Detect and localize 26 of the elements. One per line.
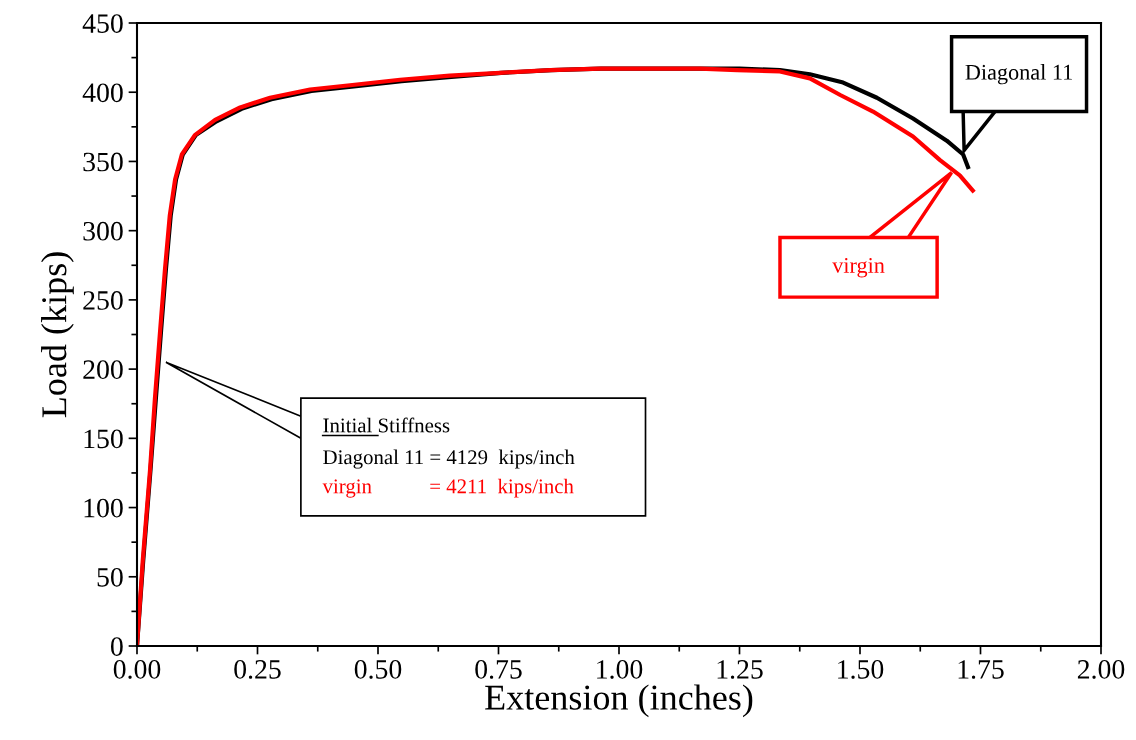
annotation: Initial Stiffness (323, 417, 450, 433)
y-tick-label: 150 (84, 429, 123, 449)
text: virgin (832, 257, 885, 278)
annotation: virgin = 4211 kips/inch (322, 478, 574, 498)
y-tick-label: 100 (84, 498, 123, 518)
x-tick-label: 0.75 (475, 660, 522, 679)
annotation: Diagonal 11 = 4129 kips/inch (323, 449, 575, 469)
x-axis-title: Extension (inches) (485, 684, 753, 718)
y-tick-label: 300 (83, 221, 123, 241)
x-tick-label: 1.00 (597, 660, 643, 679)
y-tick-label: 350 (83, 152, 123, 172)
x-tick-label: 1.75 (958, 660, 1004, 679)
text: Diagonal 11 (965, 64, 1072, 85)
x-tick-label: 2.00 (1077, 660, 1125, 679)
y-tick-label: 50 (97, 567, 123, 587)
y-tick-label: 450 (82, 14, 123, 33)
x-tick-label: 0.00 (113, 660, 161, 679)
x-tick-label: 0.25 (234, 660, 281, 679)
y-tick-label: 400 (82, 83, 123, 103)
x-tick-label: 1.25 (717, 660, 763, 679)
x-tick-label: 0.50 (354, 660, 402, 679)
y-tick-label: 200 (83, 360, 123, 380)
y-tick-label: 250 (83, 291, 123, 310)
y-tick-label: 0 (110, 637, 123, 656)
y-axis-title: Load (kips) (41, 252, 74, 418)
x-tick-label: 1.50 (838, 660, 884, 679)
